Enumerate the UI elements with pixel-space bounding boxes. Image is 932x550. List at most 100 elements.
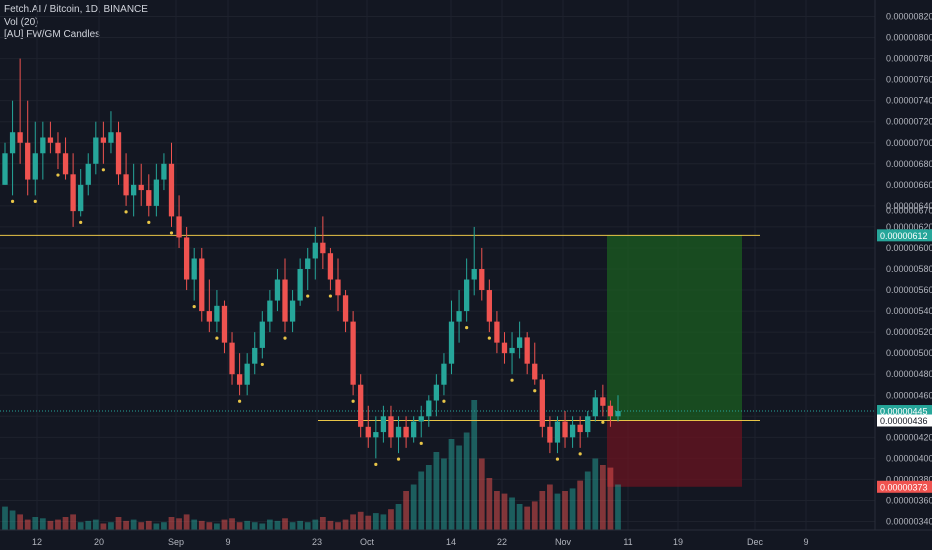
candle[interactable] xyxy=(161,163,167,180)
candle[interactable] xyxy=(471,269,477,280)
volume-bar xyxy=(206,522,213,530)
candle[interactable] xyxy=(146,190,152,206)
candle[interactable] xyxy=(524,337,530,364)
candle[interactable] xyxy=(183,237,190,280)
candle[interactable] xyxy=(327,253,334,280)
candle[interactable] xyxy=(85,163,91,185)
candle[interactable] xyxy=(607,405,614,417)
candle[interactable] xyxy=(380,416,387,433)
time-tick-label: 23 xyxy=(312,537,322,547)
candle[interactable] xyxy=(32,153,38,180)
volume-bar xyxy=(509,497,515,530)
candle[interactable] xyxy=(448,321,455,364)
candle[interactable] xyxy=(259,321,265,348)
candle[interactable] xyxy=(365,426,371,438)
price-tick-label: 0.00000360 xyxy=(886,495,932,505)
candle[interactable] xyxy=(2,153,8,185)
candle[interactable] xyxy=(17,132,23,143)
candle[interactable] xyxy=(373,432,379,438)
candle[interactable] xyxy=(335,279,341,296)
price-tick-label: 0.00000620 xyxy=(886,222,932,232)
target-zone[interactable] xyxy=(607,235,742,421)
candle[interactable] xyxy=(70,174,76,212)
volume-bar xyxy=(221,519,228,530)
candle[interactable] xyxy=(494,321,500,343)
price-tick-label: 0.00000400 xyxy=(886,453,932,463)
stop-zone[interactable] xyxy=(607,420,742,487)
candle[interactable] xyxy=(358,384,364,427)
candle[interactable] xyxy=(615,411,621,417)
candle[interactable] xyxy=(501,342,508,354)
candle[interactable] xyxy=(547,426,553,443)
candle[interactable] xyxy=(403,426,409,438)
candle[interactable] xyxy=(297,269,303,301)
candle[interactable] xyxy=(562,421,568,438)
candle[interactable] xyxy=(600,397,606,406)
candle[interactable] xyxy=(509,347,515,354)
candle[interactable] xyxy=(214,305,220,322)
candle[interactable] xyxy=(388,416,394,438)
candle[interactable] xyxy=(123,174,129,196)
candle[interactable] xyxy=(78,184,84,212)
candle[interactable] xyxy=(305,258,311,269)
candle[interactable] xyxy=(40,137,46,154)
candle[interactable] xyxy=(199,258,205,312)
candle[interactable] xyxy=(342,295,349,322)
candle[interactable] xyxy=(62,153,69,175)
candle[interactable] xyxy=(418,416,424,422)
candle[interactable] xyxy=(592,397,598,417)
candle[interactable] xyxy=(131,184,137,196)
candle[interactable] xyxy=(532,363,538,380)
candle[interactable] xyxy=(463,279,470,312)
volume-bar xyxy=(168,517,175,530)
candle[interactable] xyxy=(282,279,288,322)
symbol-title[interactable]: Fetch.AI / Bitcoin, 1D, BINANCE xyxy=(4,4,148,15)
volume-bar xyxy=(547,484,553,530)
candle[interactable] xyxy=(244,363,250,385)
candle[interactable] xyxy=(168,163,175,217)
candle[interactable] xyxy=(9,132,16,154)
candle[interactable] xyxy=(55,142,61,154)
candle[interactable] xyxy=(100,137,107,143)
candle[interactable] xyxy=(153,179,160,206)
candle[interactable] xyxy=(108,132,114,143)
candle[interactable] xyxy=(252,347,258,364)
candle[interactable] xyxy=(516,337,523,348)
candle[interactable] xyxy=(93,137,99,164)
candle[interactable] xyxy=(320,242,326,254)
candle[interactable] xyxy=(411,421,417,438)
candle[interactable] xyxy=(47,137,54,143)
candle[interactable] xyxy=(456,311,462,322)
candle[interactable] xyxy=(569,424,576,438)
candle[interactable] xyxy=(486,290,492,322)
candle[interactable] xyxy=(267,300,273,322)
candle[interactable] xyxy=(191,258,197,280)
candle[interactable] xyxy=(441,363,447,385)
candle[interactable] xyxy=(585,416,591,433)
candle[interactable] xyxy=(350,321,356,385)
candle[interactable] xyxy=(25,142,31,180)
candle[interactable] xyxy=(539,379,545,427)
volume-bar xyxy=(138,522,145,530)
candle[interactable] xyxy=(395,426,402,438)
candle[interactable] xyxy=(221,305,228,343)
candle[interactable] xyxy=(138,184,144,191)
candle[interactable] xyxy=(312,242,318,259)
candle[interactable] xyxy=(229,342,235,375)
candle[interactable] xyxy=(289,300,296,322)
candles-indicator-label[interactable]: [AU] FW/GM Candles xyxy=(4,29,101,40)
candle[interactable] xyxy=(479,269,485,291)
candle[interactable] xyxy=(433,384,440,401)
candle[interactable] xyxy=(176,216,182,238)
candle[interactable] xyxy=(274,279,281,301)
time-tick-label: 9 xyxy=(225,537,230,547)
candle[interactable] xyxy=(554,421,561,443)
candle[interactable] xyxy=(236,374,243,385)
candle[interactable] xyxy=(426,400,432,417)
volume-bar xyxy=(183,514,190,530)
candle[interactable] xyxy=(115,132,122,175)
volume-indicator-label[interactable]: Vol (20) xyxy=(4,16,39,28)
candle[interactable] xyxy=(206,311,212,322)
candle[interactable] xyxy=(577,424,583,433)
